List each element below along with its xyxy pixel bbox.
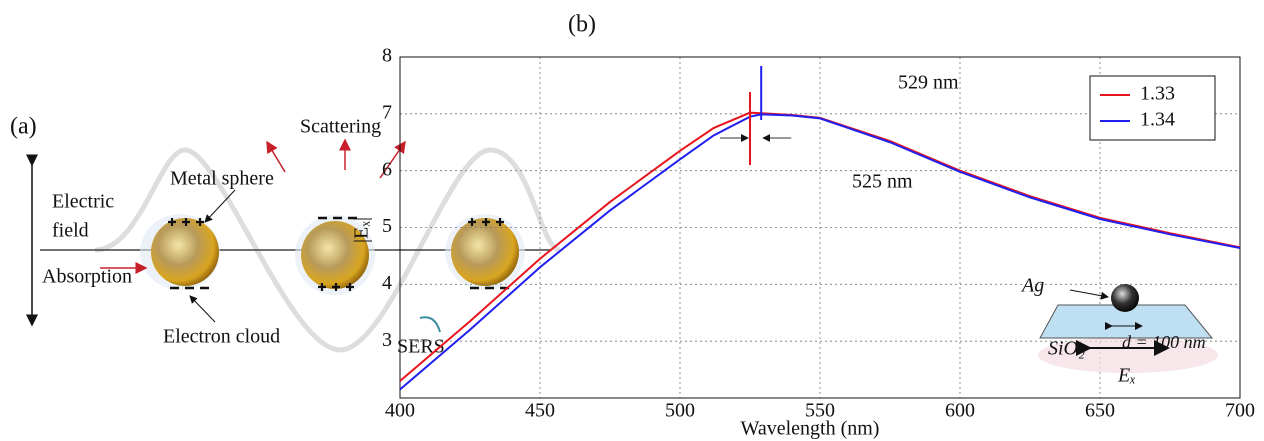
inset-label: d = 100 nm	[1122, 332, 1206, 352]
sphere	[301, 221, 369, 289]
x-tick-label: 400	[385, 400, 415, 422]
label: Electric	[52, 191, 114, 213]
inset-label: SiO₂	[1048, 338, 1085, 360]
x-axis-label: Wavelength (nm)	[741, 418, 880, 440]
y-tick-label: 3	[382, 329, 392, 351]
inset-substrate	[1039, 304, 1214, 339]
panel-label: (b)	[568, 12, 596, 38]
sers-arrow	[419, 316, 441, 333]
x-tick-label: 600	[945, 400, 975, 422]
y-tick-label: 4	[382, 272, 392, 294]
label: Scattering	[300, 116, 381, 138]
annotation: 525 nm	[852, 171, 913, 193]
y-tick-label: 5	[382, 215, 392, 237]
panel-a: (a) Scattering Metal sphere Electric fie…	[10, 114, 561, 358]
x-tick-label: 450	[525, 400, 555, 422]
x-tick-label: 650	[1085, 400, 1115, 422]
annotation: 529 nm	[898, 72, 959, 94]
x-tick-label: 700	[1225, 400, 1255, 422]
inset-sphere	[1111, 284, 1139, 312]
sphere	[451, 218, 519, 286]
y-tick-label: 7	[382, 101, 392, 123]
scatter-arrow	[379, 140, 406, 179]
pointer	[189, 295, 216, 323]
series-line	[399, 113, 1241, 391]
legend-label: 1.33	[1140, 83, 1175, 105]
legend-box	[1089, 75, 1216, 141]
label: Absorption	[42, 266, 132, 288]
x-tick-label: 550	[805, 400, 835, 422]
legend-label: 1.34	[1140, 109, 1175, 131]
label: Metal sphere	[170, 168, 274, 190]
sphere	[151, 218, 219, 286]
y-tick-label: 8	[382, 45, 392, 67]
plot-frame	[399, 56, 1241, 399]
y-tick-label: 6	[382, 158, 392, 180]
inset-label: Ag	[1020, 275, 1044, 297]
x-tick-label: 500	[665, 400, 695, 422]
y-axis-label: |Eₓ|	[351, 217, 373, 243]
pointer	[204, 189, 236, 223]
panel-b: (b) Wavelength (nm) |Eₓ|	[351, 12, 880, 440]
plus-charges	[168, 218, 504, 291]
label: field	[52, 220, 89, 242]
label: Electron cloud	[163, 326, 280, 348]
inset-label: Eₓ	[1117, 365, 1136, 387]
minus-charges	[170, 216, 509, 290]
wave	[94, 147, 561, 353]
label: SERS	[397, 336, 445, 358]
arrow	[1069, 289, 1109, 300]
scatter-arrow	[266, 140, 286, 173]
panel-label: (a)	[10, 114, 37, 140]
